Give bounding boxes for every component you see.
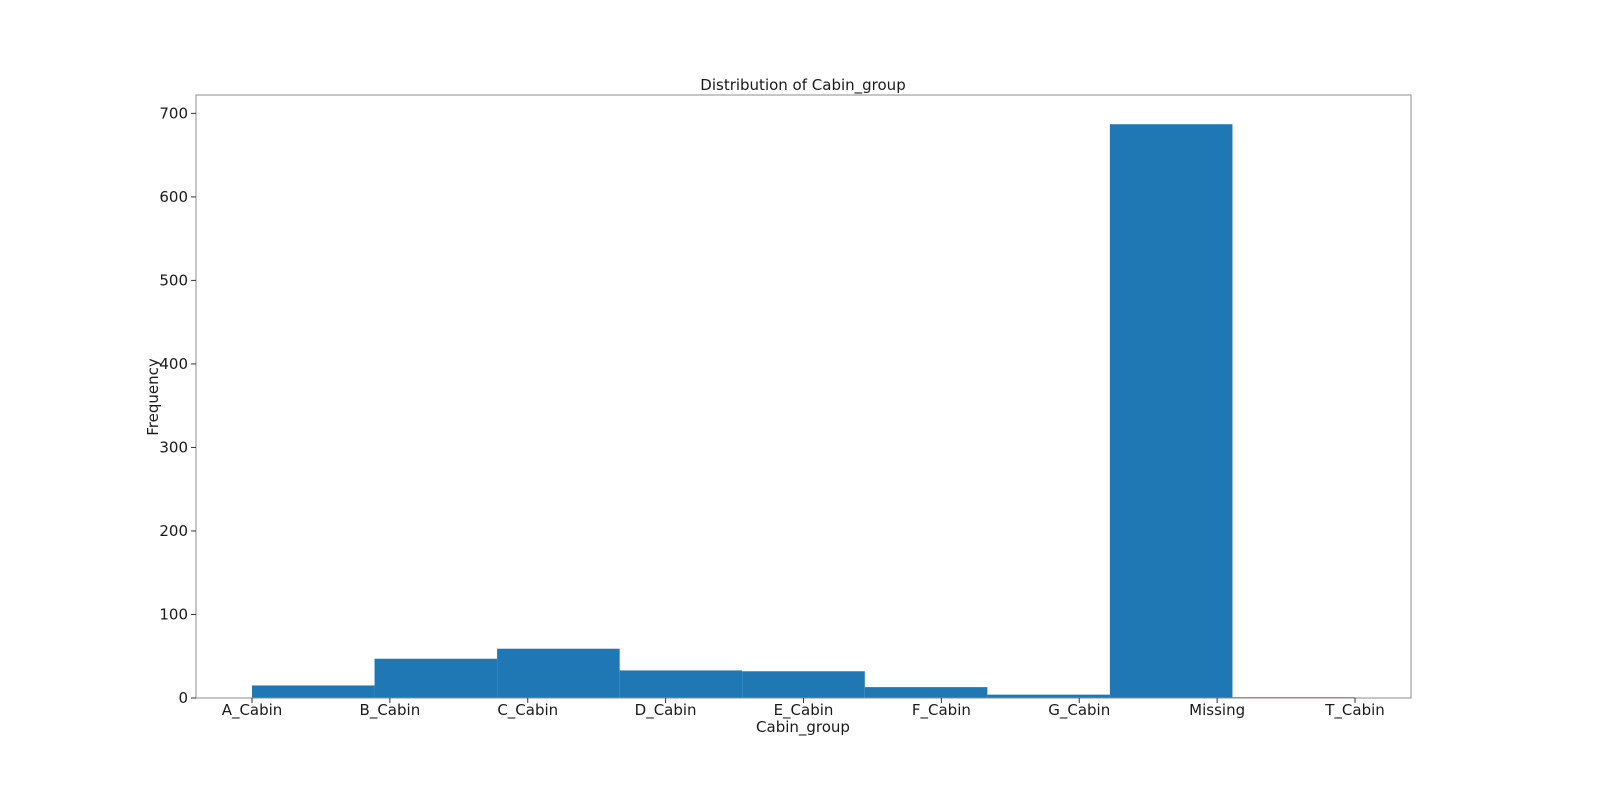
y-tick-label: 200 <box>159 522 188 540</box>
y-tick-label: 700 <box>159 104 188 122</box>
bar-d-cabin <box>619 670 743 698</box>
y-tick-label: 400 <box>159 355 188 373</box>
y-axis: 0 100 200 300 400 500 600 700 <box>159 104 196 707</box>
y-axis-title: Frequency <box>144 358 162 436</box>
bars-layer <box>252 124 1355 699</box>
y-tick-label: 500 <box>159 271 188 289</box>
x-tick-label: T_Cabin <box>1324 701 1385 720</box>
x-tick-label: E_Cabin <box>774 701 834 720</box>
x-axis: A_Cabin B_Cabin C_Cabin D_Cabin E_Cabin F_Cab… <box>222 698 1385 720</box>
x-tick-label: C_Cabin <box>497 701 558 720</box>
x-tick-label: D_Cabin <box>635 701 697 720</box>
x-tick-label: B_Cabin <box>360 701 421 720</box>
bar-missing <box>1109 124 1233 699</box>
x-tick-label: Missing <box>1189 701 1245 719</box>
x-tick-label: A_Cabin <box>222 701 283 720</box>
x-axis-title: Cabin_group <box>756 718 850 737</box>
x-tick-label: G_Cabin <box>1048 701 1110 720</box>
chart-title: Distribution of Cabin_group <box>700 76 905 95</box>
x-tick-label: F_Cabin <box>912 701 971 720</box>
y-tick-label: 0 <box>178 689 188 707</box>
bar-e-cabin <box>742 671 865 698</box>
bar-b-cabin <box>374 658 498 698</box>
y-tick-label: 100 <box>159 605 188 623</box>
bar-a-cabin <box>252 685 375 698</box>
bar-f-cabin <box>864 687 988 698</box>
y-tick-label: 300 <box>159 438 188 456</box>
bar-g-cabin <box>987 694 1110 698</box>
bar-c-cabin <box>497 648 620 698</box>
y-tick-label: 600 <box>159 188 188 206</box>
